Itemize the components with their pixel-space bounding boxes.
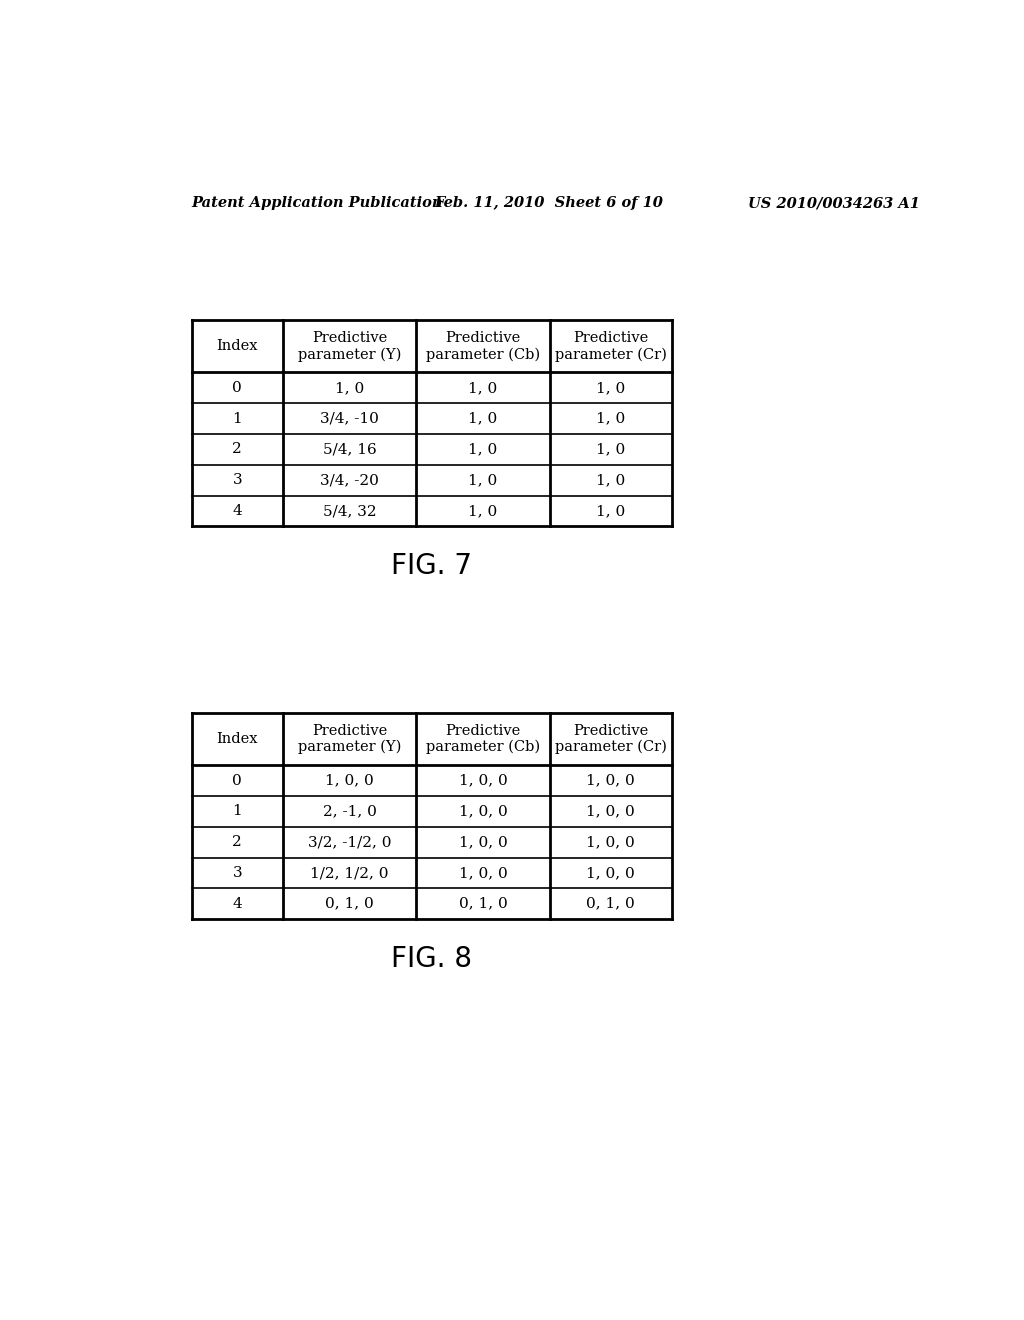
Text: 1, 0: 1, 0 <box>596 442 626 457</box>
Text: 1, 0, 0: 1, 0, 0 <box>326 774 374 788</box>
Text: 3: 3 <box>232 474 242 487</box>
Text: 1, 0: 1, 0 <box>468 504 498 517</box>
Text: FIG. 8: FIG. 8 <box>391 945 472 973</box>
Text: 1: 1 <box>232 804 242 818</box>
Text: 3/4, -20: 3/4, -20 <box>321 474 379 487</box>
Text: 1, 0, 0: 1, 0, 0 <box>587 866 635 880</box>
Text: Patent Application Publication: Patent Application Publication <box>191 197 443 210</box>
Text: 1, 0, 0: 1, 0, 0 <box>587 836 635 849</box>
Text: Predictive
parameter (Cr): Predictive parameter (Cr) <box>555 723 667 754</box>
Text: 3/4, -10: 3/4, -10 <box>321 412 379 425</box>
Text: 2, -1, 0: 2, -1, 0 <box>323 804 377 818</box>
Text: 3/2, -1/2, 0: 3/2, -1/2, 0 <box>308 836 391 849</box>
Text: Predictive
parameter (Y): Predictive parameter (Y) <box>298 723 401 754</box>
Text: 1, 0, 0: 1, 0, 0 <box>459 866 507 880</box>
Text: US 2010/0034263 A1: US 2010/0034263 A1 <box>748 197 920 210</box>
Text: Index: Index <box>216 733 258 746</box>
Text: 1, 0, 0: 1, 0, 0 <box>587 804 635 818</box>
Text: 1, 0, 0: 1, 0, 0 <box>459 774 507 788</box>
Text: 1/2, 1/2, 0: 1/2, 1/2, 0 <box>310 866 389 880</box>
Text: 1, 0: 1, 0 <box>468 381 498 395</box>
Text: 0, 1, 0: 0, 1, 0 <box>326 896 374 911</box>
Text: 1, 0, 0: 1, 0, 0 <box>459 804 507 818</box>
Text: 2: 2 <box>232 442 242 457</box>
Text: 1, 0, 0: 1, 0, 0 <box>587 774 635 788</box>
Text: 1, 0: 1, 0 <box>596 381 626 395</box>
Text: 0, 1, 0: 0, 1, 0 <box>587 896 635 911</box>
Text: 1, 0: 1, 0 <box>468 474 498 487</box>
Text: 1: 1 <box>232 412 242 425</box>
Text: 1, 0: 1, 0 <box>596 474 626 487</box>
Text: 1, 0: 1, 0 <box>596 412 626 425</box>
Text: 0: 0 <box>232 381 242 395</box>
Text: 5/4, 16: 5/4, 16 <box>323 442 377 457</box>
Text: 2: 2 <box>232 836 242 849</box>
Text: Predictive
parameter (Cb): Predictive parameter (Cb) <box>426 331 540 362</box>
Text: 1, 0, 0: 1, 0, 0 <box>459 836 507 849</box>
Text: Predictive
parameter (Cb): Predictive parameter (Cb) <box>426 723 540 754</box>
Text: Index: Index <box>216 339 258 354</box>
Text: 4: 4 <box>232 504 242 517</box>
Text: 1, 0: 1, 0 <box>468 412 498 425</box>
Text: 0: 0 <box>232 774 242 788</box>
Text: 0, 1, 0: 0, 1, 0 <box>459 896 507 911</box>
Text: 3: 3 <box>232 866 242 880</box>
Text: Predictive
parameter (Y): Predictive parameter (Y) <box>298 331 401 362</box>
Text: 5/4, 32: 5/4, 32 <box>323 504 377 517</box>
Text: FIG. 7: FIG. 7 <box>391 553 472 581</box>
Text: 1, 0: 1, 0 <box>468 442 498 457</box>
Text: 1, 0: 1, 0 <box>596 504 626 517</box>
Text: Predictive
parameter (Cr): Predictive parameter (Cr) <box>555 331 667 362</box>
Text: Feb. 11, 2010  Sheet 6 of 10: Feb. 11, 2010 Sheet 6 of 10 <box>434 197 663 210</box>
Text: 1, 0: 1, 0 <box>335 381 365 395</box>
Text: 4: 4 <box>232 896 242 911</box>
